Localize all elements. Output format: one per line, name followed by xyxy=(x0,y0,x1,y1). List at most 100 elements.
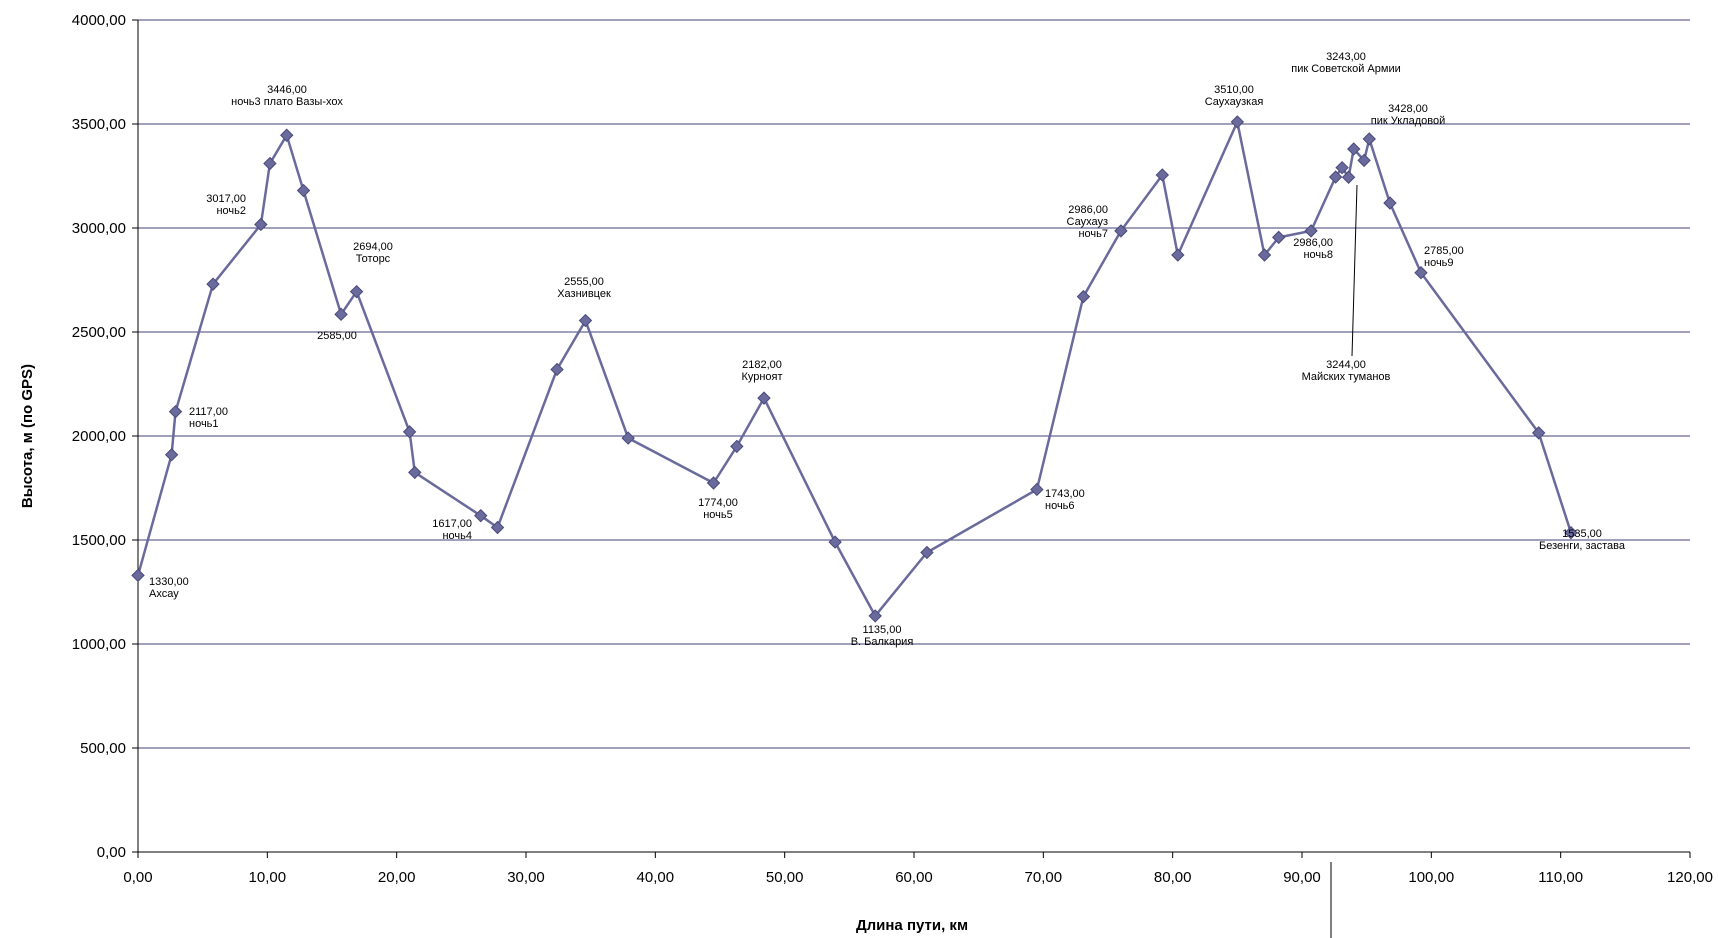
x-tick-labels: 0,00 10,00 20,00 30,00 40,00 50,00 60,00 70,00 8… xyxy=(123,869,1713,886)
annotation-label: пик Укладовой xyxy=(1371,115,1445,127)
point-annotation: 2117,00 ночь1 xyxy=(189,406,228,430)
point-annotation: 2785,00 ночь9 xyxy=(1424,245,1464,269)
point-annotation: 2694,00 Тоторс xyxy=(353,241,393,265)
annotation-label: Курноят xyxy=(741,371,782,383)
annotation-label: ночь1 xyxy=(189,418,219,430)
data-point-marker xyxy=(1155,168,1170,182)
point-annotation: 3446,00 ночь3 плато Вазы-хох xyxy=(231,84,343,108)
annotation-value: 2986,00 xyxy=(1068,204,1108,216)
annotation-label: Тоторс xyxy=(356,253,391,265)
x-tick-label: 50,00 xyxy=(766,869,804,886)
point-annotation: 3017,00 ночь2 xyxy=(206,193,246,217)
data-point-marker xyxy=(1328,170,1343,184)
x-tick-label: 110,00 xyxy=(1538,869,1583,886)
data-point-marker xyxy=(131,568,145,583)
data-point-marker xyxy=(1114,224,1128,238)
data-markers xyxy=(131,115,1578,623)
point-annotation: 1330,00 Ахсау xyxy=(149,576,189,600)
y-tick-label: 1500,00 xyxy=(72,532,126,549)
annotation-value: 2785,00 xyxy=(1424,245,1464,257)
y-tick-label: 3500,00 xyxy=(72,116,126,133)
annotations: 1330,00 Ахсау 2117,00 ночь1 3017,00 ночь2 3446… xyxy=(149,51,1626,648)
annotation-label: ночь4 xyxy=(442,530,472,542)
point-annotation: 3243,00 пик Советской Армии xyxy=(1291,51,1400,75)
y-tick-label: 1000,00 xyxy=(72,636,126,653)
point-annotation: 1535,00 Безенги, застава xyxy=(1539,528,1626,552)
annotation-label: ночь3 плато Вазы-хох xyxy=(231,96,343,108)
annotation-value: 1135,00 xyxy=(863,624,902,636)
y-tick-label: 2000,00 xyxy=(72,428,126,445)
annotation-value: 2555,00 xyxy=(564,276,604,288)
point-annotation: 3510,00 Саухаузкая xyxy=(1205,84,1264,108)
annotation-label: ночь5 xyxy=(703,509,733,521)
data-point-marker xyxy=(1341,170,1356,184)
annotation-value: 3243,00 xyxy=(1326,51,1366,63)
data-point-marker xyxy=(1257,248,1272,262)
x-axis-title: Длина пути, км xyxy=(856,917,968,934)
annotation-label: ночь7 xyxy=(1078,228,1108,240)
point-annotation: 3428,00 пик Укладовой xyxy=(1371,103,1445,127)
annotation-value: 3244,00 xyxy=(1326,359,1366,371)
x-tick-label: 80,00 xyxy=(1154,869,1192,886)
point-annotation: 3244,00 Майских туманов xyxy=(1302,359,1391,383)
data-point-marker xyxy=(578,313,593,328)
x-tick-label: 10,00 xyxy=(249,869,287,886)
annotation-value: 3017,00 xyxy=(206,193,246,205)
x-tick-label: 0,00 xyxy=(123,869,152,886)
point-annotation: 2585,00 xyxy=(317,330,357,342)
data-point-marker xyxy=(621,431,635,445)
point-annotation: 1743,00 ночь6 xyxy=(1045,488,1085,512)
annotation-label: Хазнивцек xyxy=(557,288,611,300)
x-tick-label: 90,00 xyxy=(1283,869,1321,886)
annotation-label: ночь9 xyxy=(1424,257,1454,269)
annotation-label: Майских туманов xyxy=(1302,371,1391,383)
data-point-marker xyxy=(1030,482,1044,497)
point-annotation: 2986,00 Саухауз ночь7 xyxy=(1067,204,1108,240)
annotation-value: 3428,00 xyxy=(1388,103,1428,115)
annotation-value: 3446,00 xyxy=(267,84,307,96)
point-annotation: 2182,00 Курноят xyxy=(741,359,782,383)
data-point-marker xyxy=(408,465,422,480)
annotation-label: ночь8 xyxy=(1303,249,1333,261)
data-point-marker xyxy=(1357,153,1371,168)
data-point-marker xyxy=(1171,248,1185,262)
data-point-marker xyxy=(1362,132,1376,146)
annotation-label: Безенги, застава xyxy=(1539,540,1626,552)
data-point-marker xyxy=(1076,289,1091,304)
annotation-value: 1743,00 xyxy=(1045,488,1085,500)
y-tick-label: 500,00 xyxy=(80,740,126,757)
x-tick-label: 60,00 xyxy=(895,869,933,886)
data-point-marker xyxy=(1272,230,1286,245)
data-point-marker xyxy=(1304,224,1318,238)
data-point-marker xyxy=(757,391,771,405)
data-point-marker xyxy=(730,439,744,454)
annotation-label: пик Советской Армии xyxy=(1291,63,1400,75)
data-point-marker xyxy=(706,476,721,490)
annotation-value: 1535,00 xyxy=(1562,528,1602,540)
point-annotation: 2555,00 Хазнивцек xyxy=(557,276,611,300)
data-point-marker xyxy=(1564,526,1578,540)
x-tick-label: 120,00 xyxy=(1667,869,1713,886)
data-point-marker xyxy=(280,128,294,142)
annotation-value: 1330,00 xyxy=(149,576,189,588)
data-point-marker xyxy=(206,277,220,291)
y-tick-label: 3000,00 xyxy=(72,220,126,237)
leader-lines xyxy=(1351,184,1358,357)
data-point-marker xyxy=(254,217,268,232)
annotation-label: В. Балкария xyxy=(851,636,914,648)
annotation-value: 2694,00 xyxy=(353,241,393,253)
data-point-marker xyxy=(1531,426,1546,440)
annotation-value: 2182,00 xyxy=(742,359,782,371)
y-tick-label: 2500,00 xyxy=(72,324,126,341)
data-point-marker xyxy=(1347,142,1361,156)
data-point-marker xyxy=(490,520,505,535)
point-annotation: 1774,00 ночь5 xyxy=(698,497,738,521)
annotation-value: 2585,00 xyxy=(317,330,357,342)
data-point-marker xyxy=(164,448,179,462)
annotation-label: Саухауз xyxy=(1067,216,1108,228)
annotation-label: Ахсау xyxy=(149,588,179,600)
data-point-marker xyxy=(474,508,488,523)
data-point-marker xyxy=(868,609,882,623)
data-point-marker xyxy=(1414,266,1428,280)
